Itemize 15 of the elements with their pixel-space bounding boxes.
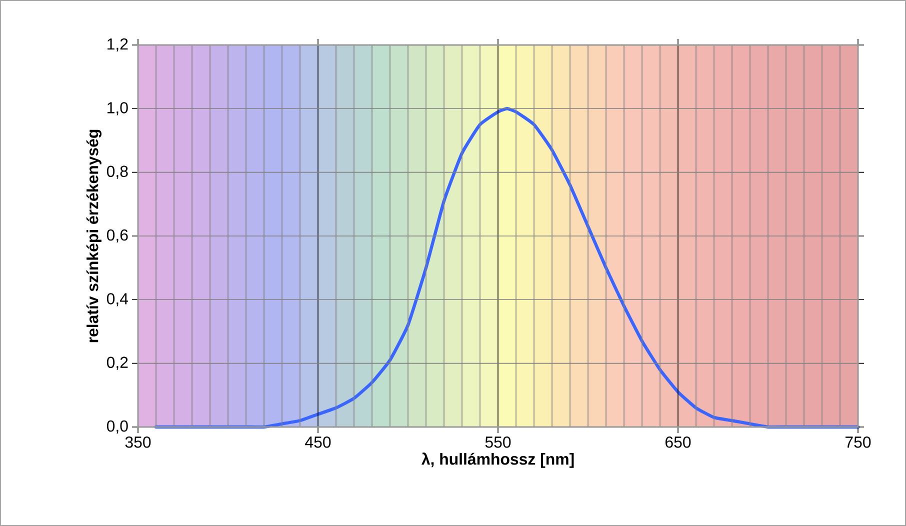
x-tick-label: 350 [125, 436, 151, 448]
y-tick-label: 1,2 [108, 38, 128, 52]
x-tick-label: 550 [485, 436, 511, 448]
x-axis-title: λ, hullámhossz [nm] [421, 452, 574, 468]
line-series [154, 107, 860, 429]
y-tick-label: 0,2 [106, 356, 128, 370]
x-tick-label: 750 [846, 436, 871, 448]
x-tick-label: 650 [666, 436, 691, 448]
y-tick-label: 1,0 [108, 102, 128, 116]
y-tick-label: 0,4 [106, 293, 128, 306]
y-tick-label: 0,6 [106, 229, 128, 243]
y-tick-label: 0,8 [106, 166, 128, 179]
y-axis-title: relatív színképi érzékenység [86, 130, 102, 342]
x-tick-label: 450 [305, 436, 331, 448]
y-tick-label: 0,0 [106, 420, 128, 434]
